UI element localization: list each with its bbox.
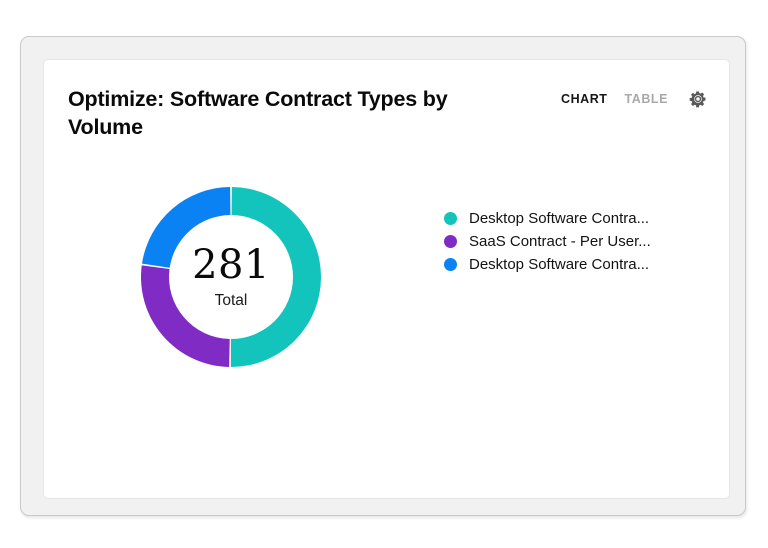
widget-outer-frame: Optimize: Software Contract Types by Vol… <box>20 36 746 516</box>
legend-label: SaaS Contract - Per User... <box>469 233 651 250</box>
page-title: Optimize: Software Contract Types by Vol… <box>68 87 448 139</box>
legend-swatch-icon <box>444 258 457 271</box>
view-mode-toggle: CHART TABLE <box>561 88 709 110</box>
tab-table[interactable]: TABLE <box>624 92 668 106</box>
donut-slice[interactable] <box>142 187 231 268</box>
donut-slice[interactable] <box>141 265 230 367</box>
legend-label: Desktop Software Contra... <box>469 210 650 227</box>
legend-item[interactable]: Desktop Software Contra... <box>444 207 709 230</box>
donut-svg <box>141 187 321 367</box>
chart-card: Optimize: Software Contract Types by Vol… <box>43 59 730 499</box>
gear-icon[interactable] <box>687 88 709 110</box>
legend-item[interactable]: SaaS Contract - Per User... <box>444 230 709 253</box>
legend-label: Desktop Software Contra... <box>469 256 650 273</box>
donut-chart: 281 Total <box>126 172 336 382</box>
legend-swatch-icon <box>444 235 457 248</box>
legend-swatch-icon <box>444 212 457 225</box>
legend-item[interactable]: Desktop Software Contra... <box>444 253 709 276</box>
chart-legend: Desktop Software Contra... SaaS Contract … <box>444 207 709 276</box>
tab-chart[interactable]: CHART <box>561 92 608 106</box>
card-header: Optimize: Software Contract Types by Vol… <box>44 60 729 150</box>
donut-slice[interactable] <box>230 187 321 367</box>
chart-body: 281 Total Desktop Software Contra... SaaS… <box>44 150 729 500</box>
